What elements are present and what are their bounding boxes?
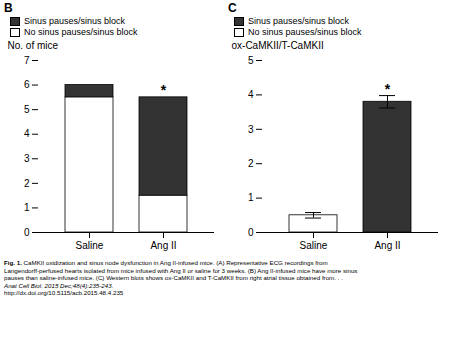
svg-text:No. of mice: No. of mice [8, 40, 59, 51]
svg-text:6: 6 [24, 79, 30, 90]
html-text:B: B [4, 1, 13, 15]
svg-text:*: * [161, 82, 167, 98]
svg-text:Ang II: Ang II [374, 240, 400, 251]
html-text:http://dx.doi.org/10.5115/acb.: http://dx.doi.org/10.5115/acb.2015.48.4.… [4, 289, 124, 297]
html-text:Fig. 1. CaMKII oxidization and: Fig. 1. CaMKII oxidization and sinus nod… [4, 259, 358, 282]
html-text:Sinus pauses/sinus block: Sinus pauses/sinus block [248, 16, 350, 26]
html-text:No sinus pauses/sinus block: No sinus pauses/sinus block [24, 27, 138, 37]
svg-text:1: 1 [24, 202, 30, 213]
svg-text:0: 0 [248, 227, 254, 238]
svg-text:5: 5 [248, 55, 254, 66]
svg-text:3: 3 [248, 124, 254, 135]
svg-text:4: 4 [248, 89, 254, 100]
svg-text:Saline: Saline [76, 240, 104, 251]
svg-text:2: 2 [24, 178, 30, 189]
svg-text:Saline: Saline [300, 240, 328, 251]
svg-text:ox-CaMKII/T-CaMKII: ox-CaMKII/T-CaMKII [232, 40, 324, 51]
svg-text:Ang II: Ang II [150, 240, 176, 251]
svg-text:0: 0 [24, 227, 30, 238]
svg-text:1: 1 [248, 192, 254, 203]
svg-text:5: 5 [24, 104, 30, 115]
svg-text:4: 4 [24, 128, 30, 139]
html-text:No sinus pauses/sinus block: No sinus pauses/sinus block [248, 27, 362, 37]
svg-text:7: 7 [24, 55, 30, 66]
svg-text:2: 2 [248, 158, 254, 169]
svg-text:3: 3 [24, 153, 30, 164]
html-text:Sinus pauses/sinus block: Sinus pauses/sinus block [24, 16, 126, 26]
html-text:Anat Cell Biol. 2015 Dec;48(4): Anat Cell Biol. 2015 Dec;48(4):235-243. [4, 281, 114, 289]
html-text:C: C [228, 1, 237, 15]
svg-text:*: * [385, 81, 391, 97]
